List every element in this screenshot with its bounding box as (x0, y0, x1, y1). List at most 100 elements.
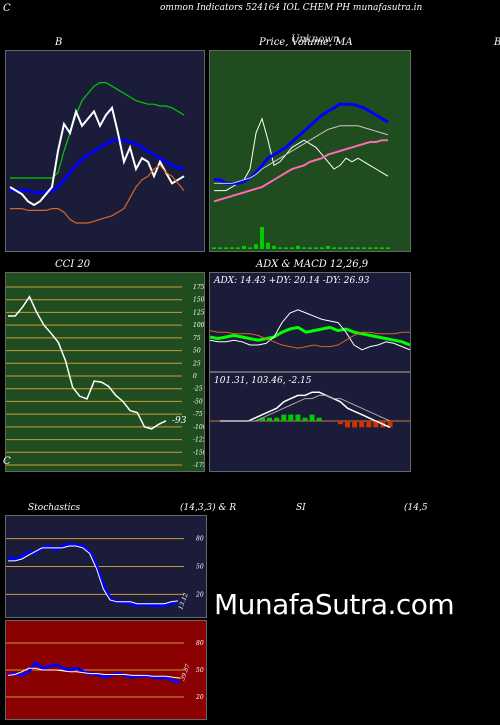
bb-series-2 (9, 105, 185, 207)
macd-readout: 101.31, 103.46, -2.15 (214, 376, 312, 386)
macd-histogram-bar (373, 421, 379, 428)
macd-histogram-bar (281, 414, 287, 421)
price-series-0 (214, 117, 389, 192)
cci-tick-label: 25 (192, 360, 201, 367)
cci-tick-label: 75 (193, 335, 201, 342)
price-panel (209, 50, 411, 252)
volume-bar (338, 247, 342, 249)
stoch-title-mid: (14,3,3) & R (180, 503, 237, 513)
cci-tick-label: -75 (193, 411, 203, 418)
rsi-chart: 80 50 20 39.87 (6, 640, 204, 701)
volume-bar (302, 247, 306, 249)
bb-chart (9, 82, 185, 224)
price-title-overlay: Unknown (291, 34, 340, 45)
macd-chart (210, 391, 410, 429)
macd-histogram-bar (359, 421, 365, 428)
volume-bar (224, 247, 228, 249)
macd-panel: 101.31, 103.46, -2.15 (209, 372, 411, 472)
macd-histogram-bar (337, 421, 343, 425)
macd-signal-line (220, 394, 391, 422)
macd-histogram-bar (260, 417, 265, 421)
stoch-title-right: SI (296, 503, 306, 513)
cci-tick-label: 125 (193, 309, 204, 316)
rsi-series-0 (7, 660, 181, 685)
rsi-series-1 (7, 667, 181, 679)
volume-bar (230, 247, 234, 249)
volume-bar (236, 247, 240, 249)
volume-bar (218, 247, 222, 249)
macd-histogram-bar (316, 417, 322, 421)
cci-panel: 175 150 125 100 75 50 25 0 -25 -50 -75 -100 -125 -150… (5, 272, 205, 472)
volume-bar (386, 247, 390, 249)
volume-bar (320, 247, 324, 249)
left-letter: C (3, 456, 11, 467)
volume-bar (356, 247, 360, 249)
adx-series-+DY (210, 309, 410, 351)
stoch-tick-label: 20 (195, 591, 204, 598)
volume-bar (326, 245, 330, 249)
price-series-3 (213, 139, 388, 203)
volume-bar (272, 245, 276, 249)
bb-series-1 (10, 138, 185, 194)
cci-tick-label: -125 (193, 437, 204, 444)
volume-bar (284, 247, 288, 249)
volume-bar (212, 247, 216, 249)
stoch-title-left: Stochastics (28, 503, 81, 513)
header-left-letter: C (3, 3, 11, 14)
edge-letter: B (494, 37, 500, 48)
cci-tick-label: -25 (193, 386, 203, 393)
adx-readout: ADX: 14.43 +DY: 20.14 -DY: 26.93 (214, 276, 370, 286)
adx-series--DY (210, 330, 410, 349)
bb-panel (5, 50, 205, 252)
cci-tick-label: -50 (193, 398, 203, 405)
volume-bar (308, 247, 312, 249)
cci-tick-label: -150 (193, 449, 204, 456)
macd-histogram-bar (309, 414, 315, 421)
rsi-tick-label: 20 (195, 694, 204, 701)
adx-title: ADX & MACD 12,26,9 (256, 259, 369, 270)
cci-tick-label: 50 (193, 348, 201, 355)
volume-bar (380, 247, 384, 249)
stoch-title-far: (14,5 (404, 503, 428, 513)
macd-histogram-bar (274, 417, 280, 421)
stoch-tick-label: 80 (196, 536, 204, 543)
cci-tick-label: 100 (193, 322, 204, 329)
macd-histogram-bar (288, 414, 294, 421)
volume-bar (248, 247, 252, 249)
adx-series-ADX (210, 325, 410, 347)
price-chart (212, 102, 390, 249)
rsi-value-label: 39.87 (179, 663, 192, 682)
volume-bar (332, 247, 336, 249)
stoch-panel: 80 50 20 13.12 (5, 515, 207, 618)
volume-bar (374, 247, 378, 249)
price-series-1 (214, 102, 389, 185)
rsi-tick-label: 80 (196, 640, 204, 647)
cci-line (8, 295, 167, 430)
price-series-2 (214, 125, 389, 184)
volume-bar (254, 244, 258, 249)
bb-series-0 (10, 82, 185, 179)
macd-histogram-bar (267, 417, 273, 421)
cci-tick-label: 150 (193, 297, 204, 304)
stoch-series-1 (8, 545, 179, 605)
volume-bar (362, 247, 366, 249)
volume-bar (290, 247, 294, 249)
adx-panel: ADX: 14.43 +DY: 20.14 -DY: 26.93 (209, 272, 411, 372)
macd-histogram-bar (352, 421, 358, 428)
volume-bar (344, 247, 348, 249)
macd-histogram-bar (295, 414, 301, 421)
macd-histogram-bar (387, 421, 393, 428)
bb-series-3 (10, 164, 185, 224)
volume-bar (242, 245, 246, 249)
stoch-tick-label: 50 (196, 564, 204, 571)
cci-tick-label: -100 (193, 424, 204, 431)
volume-bar (278, 247, 282, 249)
bb-title: B (55, 37, 63, 48)
rsi-tick-label: 50 (196, 667, 204, 674)
price-title: Price, Volume, MA (259, 37, 353, 48)
macd-histogram-bar (302, 417, 308, 421)
cci-tick-label: -175 (193, 462, 204, 469)
volume-bar (260, 227, 264, 249)
